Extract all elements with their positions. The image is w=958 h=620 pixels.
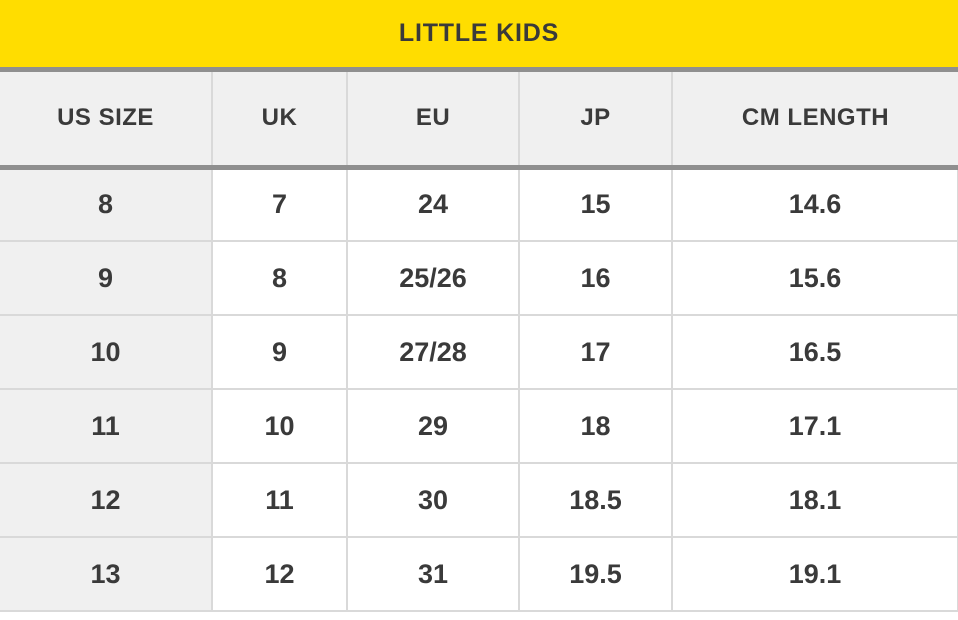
table-cell: 19.1 xyxy=(671,537,958,612)
header-row: US SIZE UK EU JP CM LENGTH xyxy=(0,72,958,170)
column-header-eu: EU xyxy=(346,72,519,170)
table-cell: 31 xyxy=(346,537,520,612)
table-cell: 8 xyxy=(211,241,348,316)
table-cell: 9 xyxy=(211,315,348,390)
table-cell: 25/26 xyxy=(346,241,520,316)
table-cell: 19.5 xyxy=(518,537,673,612)
column-header-us-size: US SIZE xyxy=(0,72,212,170)
chart-title: LITTLE KIDS xyxy=(398,19,560,47)
table-row: 12 11 30 18.5 18.1 xyxy=(0,463,958,538)
table-cell: 7 xyxy=(211,167,348,242)
table-row: 11 10 29 18 17.1 xyxy=(0,389,958,464)
title-divider xyxy=(0,67,958,72)
table-cell: 11 xyxy=(211,463,348,538)
table-cell: 17 xyxy=(518,315,673,390)
row-label-cell: 12 xyxy=(0,463,213,538)
row-label-cell: 9 xyxy=(0,241,213,316)
table-row: 9 8 25/26 16 15.6 xyxy=(0,241,958,316)
table-cell: 16.5 xyxy=(671,315,958,390)
row-label-cell: 13 xyxy=(0,537,213,612)
table-cell: 16 xyxy=(518,241,673,316)
row-label-cell: 10 xyxy=(0,315,213,390)
table-row: 8 7 24 15 14.6 xyxy=(0,167,958,242)
row-label-cell: 8 xyxy=(0,167,213,242)
table-cell: 12 xyxy=(211,537,348,612)
table-cell: 18.5 xyxy=(518,463,673,538)
table-cell: 14.6 xyxy=(671,167,958,242)
table-cell: 17.1 xyxy=(671,389,958,464)
table-cell: 10 xyxy=(211,389,348,464)
column-header-uk: UK xyxy=(211,72,347,170)
table-cell: 18.1 xyxy=(671,463,958,538)
table-cell: 18 xyxy=(518,389,673,464)
table-cell: 24 xyxy=(346,167,520,242)
column-header-jp: JP xyxy=(518,72,672,170)
table-cell: 27/28 xyxy=(346,315,520,390)
table-row: 13 12 31 19.5 19.1 xyxy=(0,537,958,612)
table-row: 10 9 27/28 17 16.5 xyxy=(0,315,958,390)
table-cell: 30 xyxy=(346,463,520,538)
chart-title-bar: LITTLE KIDS xyxy=(0,0,958,67)
size-table: US SIZE UK EU JP CM LENGTH 8 7 24 15 14.6 9 8 2… xyxy=(0,72,958,612)
row-label-cell: 11 xyxy=(0,389,213,464)
table-body: 8 7 24 15 14.6 9 8 25/26 16 15.6 10 9 27/28 17 16.5 11 1… xyxy=(0,167,958,612)
table-cell: 15.6 xyxy=(671,241,958,316)
table-cell: 29 xyxy=(346,389,520,464)
column-header-cm-length: CM LENGTH xyxy=(671,72,958,170)
table-cell: 15 xyxy=(518,167,673,242)
